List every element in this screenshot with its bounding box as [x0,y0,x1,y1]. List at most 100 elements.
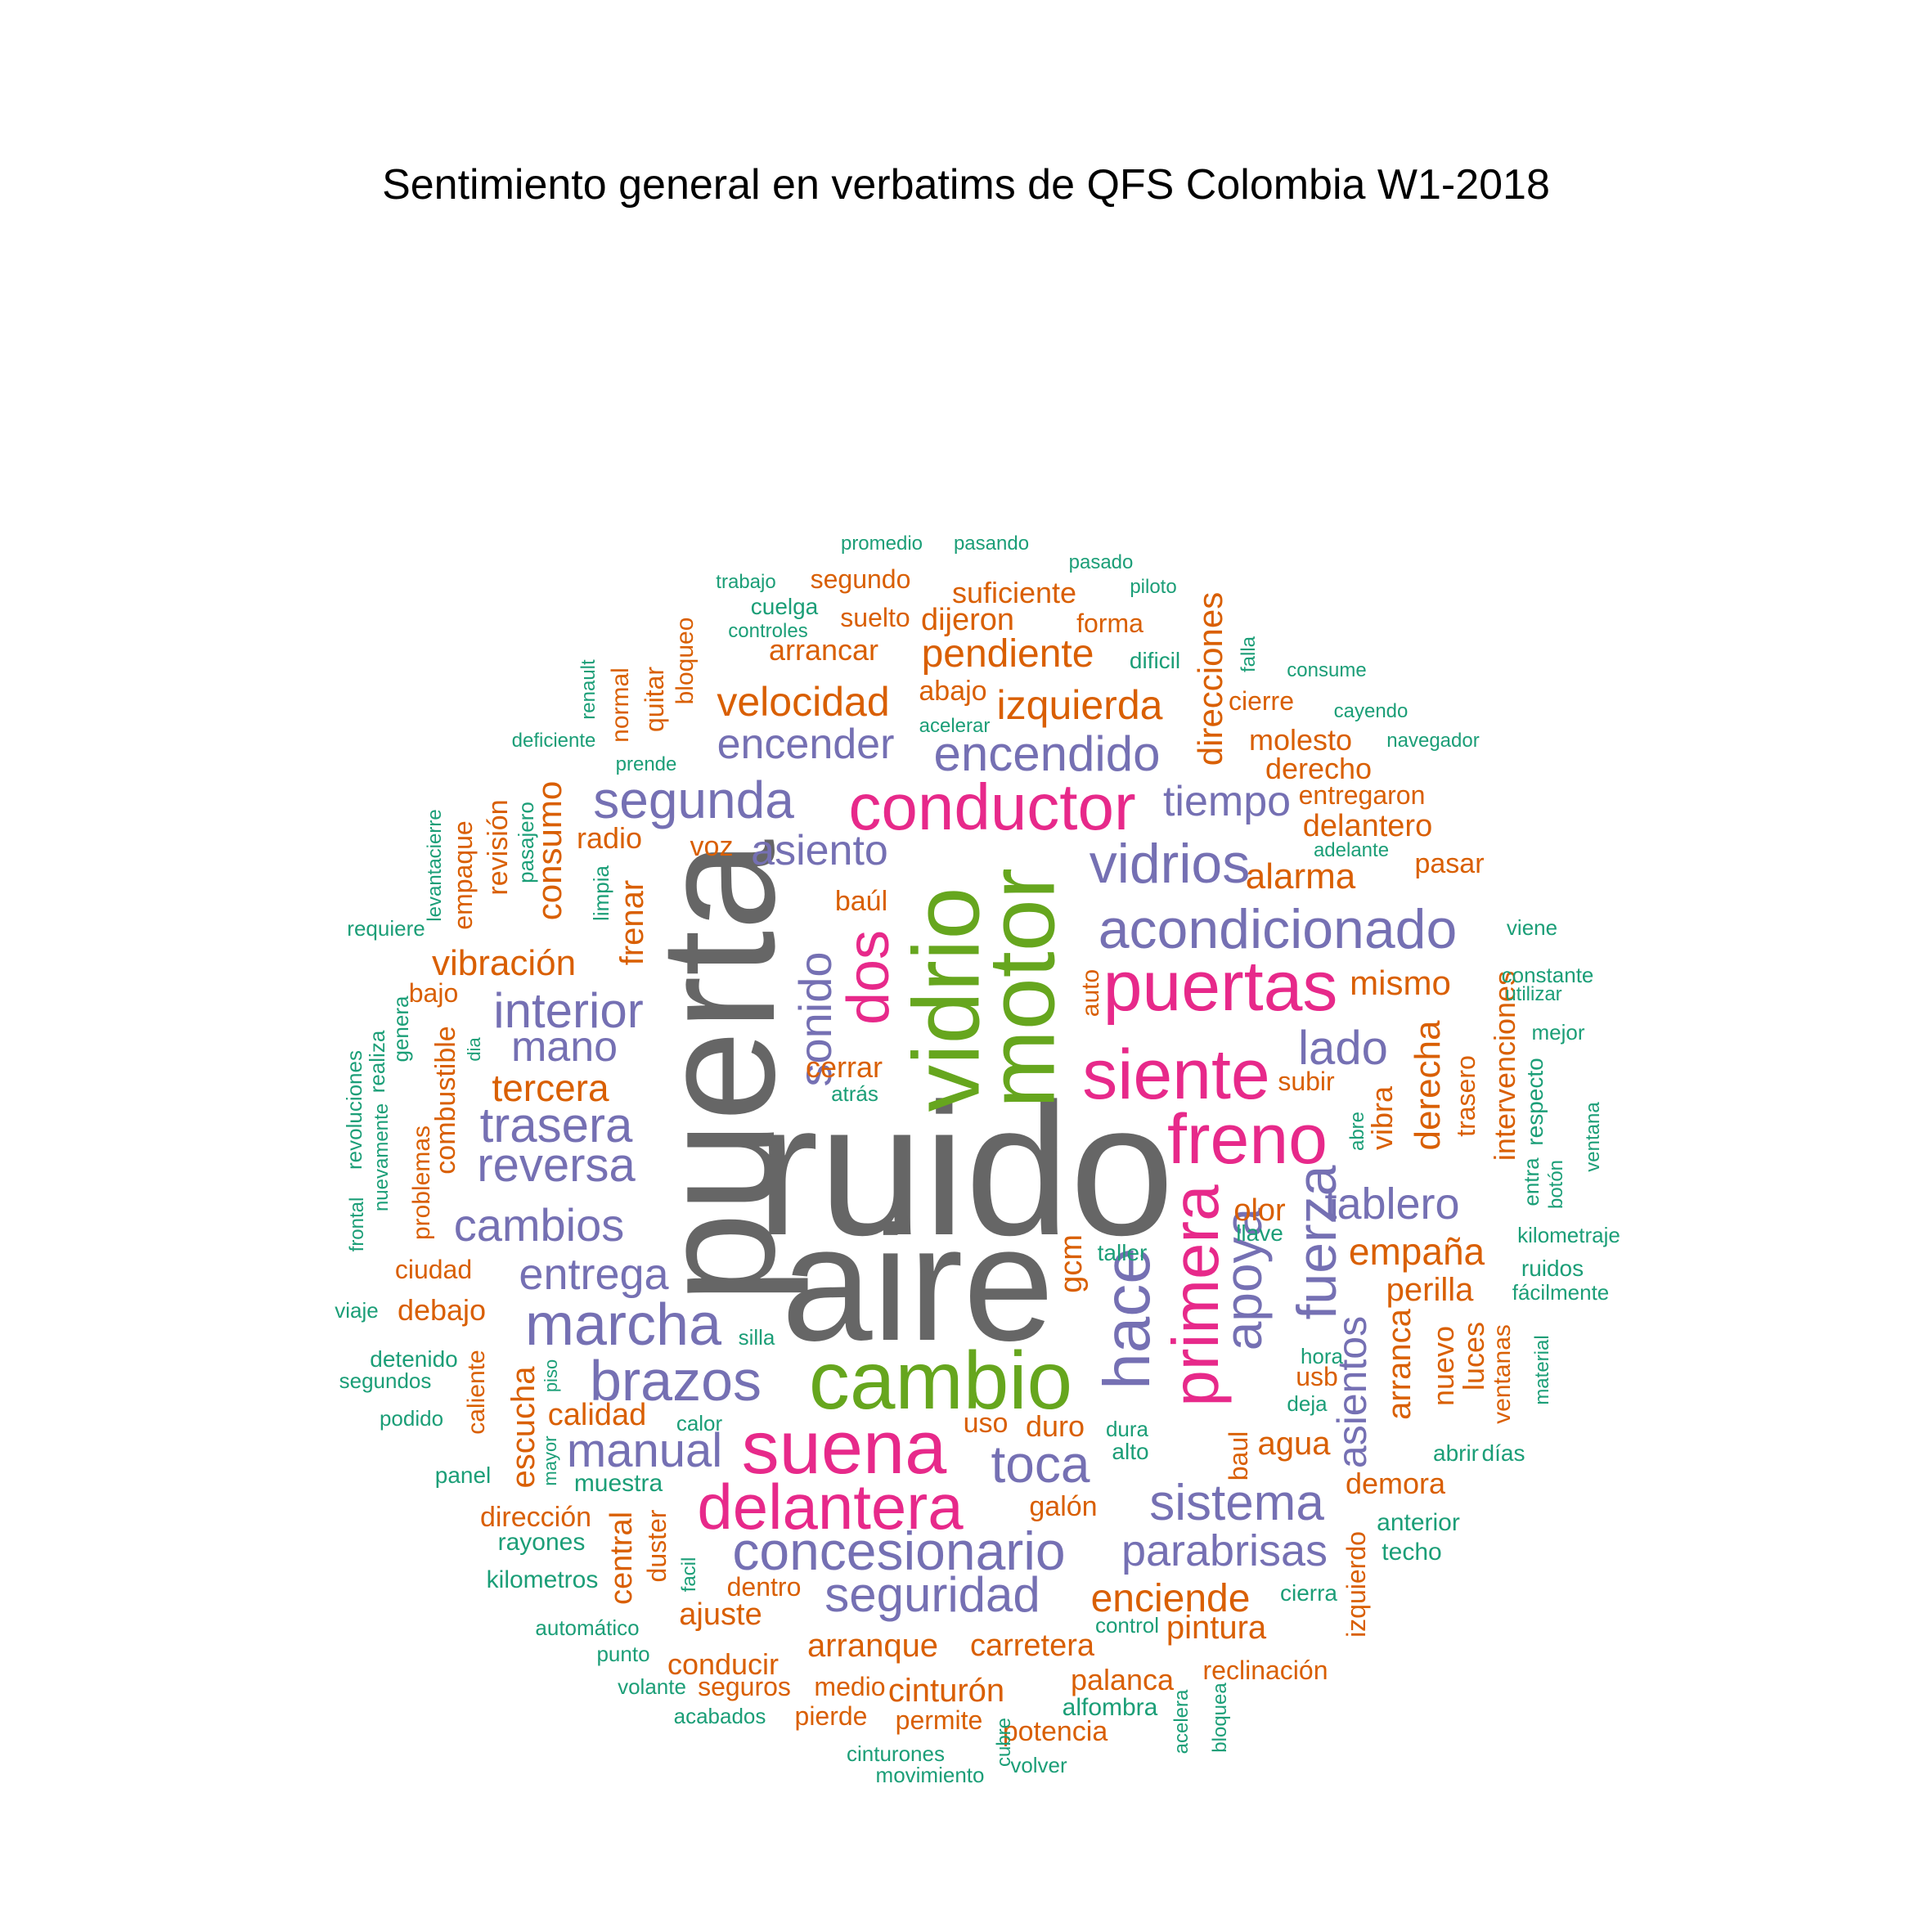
cloud-word: siente [1082,1036,1270,1114]
cloud-word: trasero [1451,1055,1480,1137]
cloud-word: anterior [1377,1509,1460,1536]
cloud-word: duro [1025,1409,1085,1443]
cloud-word: calidad [547,1398,647,1432]
cloud-word: asiento [751,827,888,874]
cloud-word: mismo [1350,964,1451,1002]
cloud-word: central [604,1511,639,1606]
cloud-word: demora [1345,1467,1446,1500]
cloud-word: ciudad [394,1255,473,1284]
cloud-word: arrancar [768,633,879,667]
cloud-word: requiere [347,916,425,941]
cloud-word: abrir [1432,1440,1480,1466]
cloud-word: viaje [335,1298,379,1323]
cloud-word: derecha [1408,1020,1448,1151]
cloud-word: pintura [1166,1610,1267,1646]
cloud-word: uso [963,1408,1009,1439]
cloud-word: alto [1112,1439,1149,1464]
cloud-word: seguridad [824,1567,1040,1622]
cloud-word: cambio [808,1335,1073,1427]
cloud-word: tablero [1324,1179,1460,1229]
cloud-word: volver [1010,1753,1067,1777]
cloud-word: permite [895,1705,983,1735]
cloud-word: parabrisas [1121,1526,1328,1575]
cloud-word: segundo [810,564,911,594]
cloud-word: entrega [519,1250,669,1299]
cloud-word: forma [1076,609,1143,638]
cloud-word: subir [1278,1067,1335,1096]
cloud-word: segunda [593,771,794,829]
cloud-word: ventana [1582,1102,1604,1172]
cloud-word: cuelga [750,594,819,619]
cloud-word: promedio [840,532,923,555]
cloud-word: panel [434,1462,492,1488]
cloud-word: material [1531,1335,1553,1405]
cloud-word: potencia [1002,1716,1108,1747]
cloud-word: baul [1224,1431,1253,1481]
cloud-word: punto [596,1642,650,1666]
cloud-word: brazos [589,1349,762,1413]
cloud-word: genera [389,995,413,1063]
cloud-word: tercera [492,1067,609,1109]
cloud-word: empaque [448,820,478,930]
cloud-word: freno [1166,1100,1328,1179]
cloud-word: ventanas [1489,1324,1516,1424]
cloud-word: levantacierre [424,809,446,922]
cloud-word: izquierdo [1341,1531,1371,1638]
cloud-word: dirección [479,1502,592,1533]
cloud-word: deficiente [511,730,596,752]
cloud-word: olor [1233,1193,1286,1228]
cloud-word: acondicionado [1098,898,1458,960]
cloud-word: adelante [1313,839,1390,861]
cloud-word: conducir [667,1647,780,1681]
cloud-word: bloquea [1209,1683,1231,1753]
cloud-word: navegador [1386,730,1480,752]
cloud-word: lado [1298,1022,1388,1075]
cloud-word: podido [379,1406,444,1431]
cloud-word: enciende [1090,1577,1251,1620]
cloud-word: cayendo [1333,700,1409,722]
cloud-word: reclinación [1202,1656,1328,1685]
cloud-word: derecho [1265,752,1373,785]
cloud-word: dijeron [920,603,1015,637]
cloud-word: detenido [370,1346,458,1372]
cloud-word: renault [577,659,600,720]
cloud-word: muestra [573,1470,663,1497]
cloud-word: trabajo [716,571,776,593]
cloud-word: luces [1457,1321,1490,1391]
cloud-word: medio [814,1672,886,1701]
cloud-word: kilometraje [1517,1223,1620,1247]
cloud-word: carretera [969,1629,1095,1663]
cloud-word: palanca [1070,1663,1175,1696]
cloud-word: sistema [1149,1475,1324,1531]
cloud-word: problemas [408,1125,435,1241]
cloud-word: entregaron [1298,780,1426,810]
cloud-word: ruidos [1521,1256,1584,1281]
cloud-word: volante [618,1674,686,1699]
cloud-word: direcciones [1191,591,1229,766]
cloud-word: interior [493,983,644,1038]
cloud-word: arranque [806,1628,939,1664]
cloud-word: facil [678,1557,700,1593]
cloud-word: revoluciones [342,1050,366,1170]
cloud-word: manual [566,1424,723,1477]
cloud-word: realiza [365,1030,389,1094]
cloud-word: dia [464,1037,484,1062]
cloud-word: calor [676,1411,723,1436]
cloud-word: limpia [589,865,613,921]
cloud-word: gcm [1054,1234,1089,1293]
cloud-word: mayor [540,1436,560,1486]
cloud-word: acelerar [919,715,991,737]
cloud-word: frenar [614,879,650,966]
cloud-word: dos [836,929,901,1026]
cloud-word: combustible [430,1026,461,1175]
cloud-word: respecto [1522,1058,1548,1146]
cloud-word: hora [1300,1344,1344,1368]
cloud-word: kilometros [486,1566,599,1593]
cloud-word: caliente [463,1350,490,1435]
cloud-word: suelto [840,603,910,632]
cloud-word: vidrios [1089,833,1251,895]
cloud-word: vibración [431,943,577,983]
cloud-word: suena [741,1406,947,1489]
cloud-word: silla [738,1325,775,1350]
cloud-word: piloto [1130,576,1177,598]
